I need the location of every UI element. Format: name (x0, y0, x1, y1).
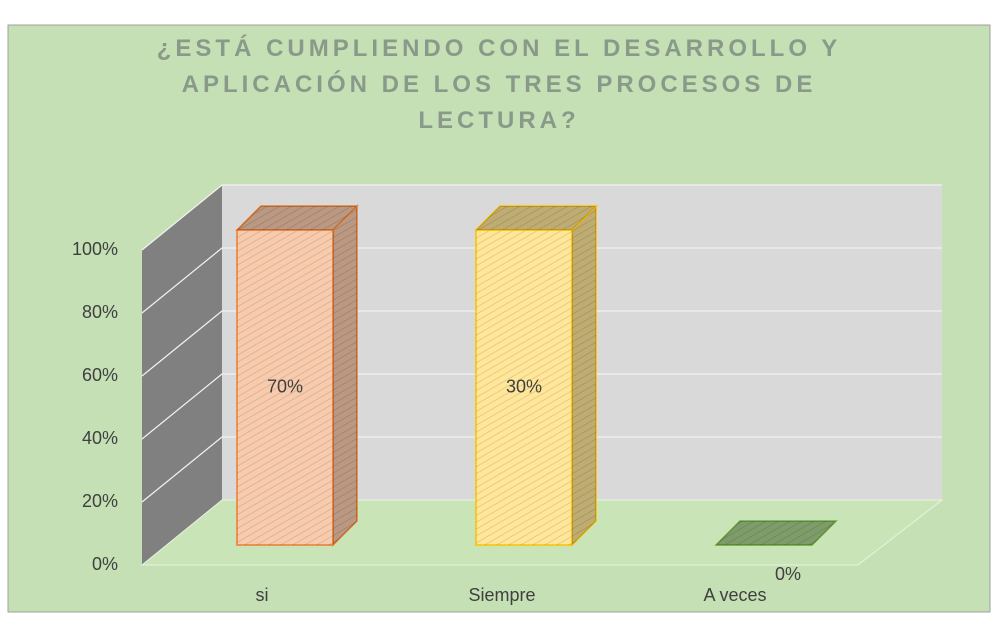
bar-top-hatch (237, 206, 357, 230)
grid-line (141, 184, 942, 251)
bar (235, 204, 359, 547)
grid-line (141, 436, 942, 503)
bar-side-hatch (572, 206, 596, 545)
x-tick-label: A veces (703, 585, 766, 605)
bar-side-shade (572, 206, 596, 545)
grid-line (141, 310, 942, 377)
bar-top-shade (476, 206, 596, 230)
bar (714, 520, 838, 546)
bar-top-shade (237, 206, 357, 230)
bar-top-hatch (476, 206, 596, 230)
data-label: 70% (267, 376, 303, 396)
chart-title: ¿ESTÁ CUMPLIENDO CON EL DESARROLLO Y APLI… (157, 34, 841, 134)
bar-top-shade (716, 521, 836, 545)
x-tick-label: si (256, 585, 269, 605)
x-tick-label: Siempre (468, 585, 535, 605)
y-tick-label: 80% (82, 302, 118, 322)
grid-line (141, 373, 942, 440)
grid-line (141, 247, 942, 314)
bar (474, 204, 598, 547)
y-tick-label: 40% (82, 428, 118, 448)
bar-side-hatch (333, 206, 357, 545)
data-label: 30% (506, 376, 542, 396)
bar-side-shade (333, 206, 357, 545)
data-label: 0% (775, 564, 801, 584)
side-wall (142, 185, 222, 565)
y-tick-label: 100% (72, 239, 118, 259)
y-tick-label: 20% (82, 491, 118, 511)
y-tick-label: 0% (92, 554, 118, 574)
bar-top-hatch (716, 521, 836, 545)
bar-front-hatch (476, 230, 572, 545)
bar-front-hatch (237, 230, 333, 545)
y-tick-label: 60% (82, 365, 118, 385)
